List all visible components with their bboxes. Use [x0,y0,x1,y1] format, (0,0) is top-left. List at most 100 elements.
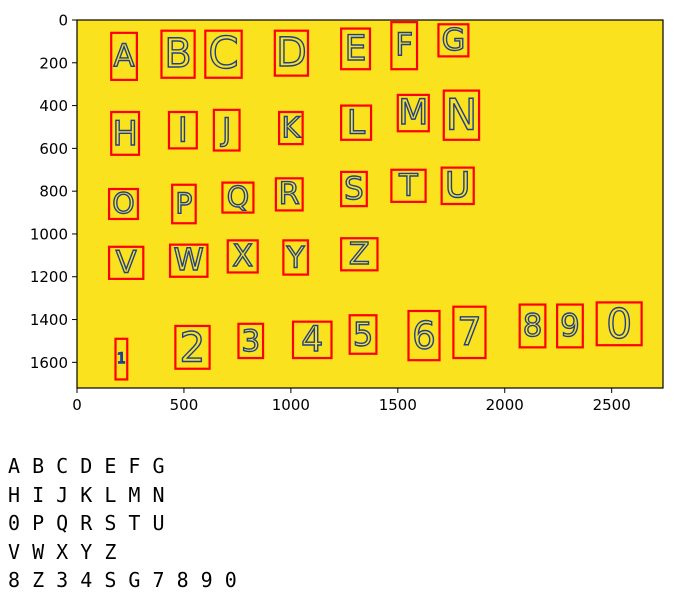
handwritten-glyph: M [398,93,428,133]
detection-U: U [440,165,475,207]
ocr-line: 0 P Q R S T U [8,511,165,535]
detection-K: K [278,110,304,146]
handwritten-glyph: B [164,31,191,77]
detection-P: P [171,183,197,225]
y-tick-label: 200 [39,54,68,72]
bounding-box [440,166,475,206]
handwritten-glyph: D [276,30,307,76]
handwritten-glyph: Q [227,181,249,214]
bounding-box [110,110,141,156]
bounding-box [340,27,372,71]
ocr-line: 8 Z 3 4 S G 7 8 9 0 [8,568,237,592]
bounding-box [291,320,333,360]
bounding-box [278,110,304,146]
detection-B: B [160,29,196,79]
bounding-box [274,177,304,212]
ocr-output-text: A B C D E F G H I J K L M N 0 P Q R S T U V… [8,452,237,595]
bounding-box [340,237,379,272]
bounding-box [174,324,211,370]
detection-R: R [274,176,304,213]
y-tick-label: 0 [58,12,68,30]
y-tick-label: 400 [39,97,68,115]
handwritten-glyph: Z [349,237,370,272]
detection-C: C [204,29,243,80]
handwritten-glyph: 9 [560,308,580,344]
handwritten-glyph: 7 [457,310,482,355]
handwritten-glyph: 3 [241,324,260,358]
ocr-line: V W X Y Z [8,539,117,564]
detection-L: L [340,103,373,142]
detection-8: 8 [518,303,547,349]
bounding-box [340,104,373,141]
handwritten-glyph: 2 [180,323,206,371]
detection-Z: Z [340,236,379,272]
x-tick-label: 500 [170,396,199,414]
bounding-box [518,303,547,349]
x-tick-label: 2500 [593,396,631,414]
detection-E: E [340,27,372,71]
handwritten-glyph: 1 [117,351,126,367]
bounding-box [595,301,643,347]
bounding-box [167,110,198,150]
bounding-box [407,309,441,362]
bounding-box [160,29,196,79]
detection-boxes: A B C D E F GH I J K L M NO P Q R S T UV W X Y Z1 2 3 4 5 6 7 8 9 0 [107,21,643,381]
handwritten-glyph: 5 [353,316,373,354]
handwritten-glyph: P [175,188,192,221]
y-tick-label: 1600 [30,354,68,372]
bounding-box [340,170,368,208]
handwritten-glyph: E [345,29,367,69]
handwritten-glyph: F [395,28,413,64]
bounding-box [556,303,584,349]
detection-H: H [110,110,141,156]
bounding-box [390,168,427,203]
handwritten-glyph: N [446,91,478,140]
handwritten-glyph: J [220,112,231,148]
detection-A: A [110,31,138,82]
detection-G: G [437,22,470,59]
detection-0: 0 [595,299,643,349]
bounding-box [390,21,419,71]
plot-frame [76,19,664,389]
detection-O: O [107,187,140,221]
handwritten-glyph: R [279,177,300,212]
bounding-box [204,29,243,79]
handwritten-glyph: 0 [606,300,632,348]
bounding-box [221,181,255,214]
bounding-box [107,245,145,280]
handwritten-glyph: K [282,112,302,145]
bounding-box [442,89,481,141]
detection-5: 5 [348,314,378,355]
bounding-box [437,23,470,58]
detection-X: X [226,238,259,275]
handwritten-glyph: X [232,239,253,274]
handwritten-glyph: 6 [412,314,436,358]
detection-F: F [390,21,419,71]
x-tick-label: 1500 [379,396,417,414]
bounding-box [171,183,197,225]
bounding-box [273,29,310,77]
bounding-box [348,314,378,355]
bounding-box [212,108,241,152]
detection-V: V [107,245,145,281]
bounding-box [114,337,129,381]
detection-J: J [212,108,241,152]
detection-D: D [273,29,310,77]
detection-6: 6 [407,309,441,362]
detection-M: M [396,92,430,134]
bounding-box [237,322,265,360]
handwritten-glyph: H [113,114,138,153]
handwritten-glyph: L [347,104,365,142]
handwritten-glyph: U [445,166,470,206]
handwritten-glyph: W [174,243,204,278]
handwritten-glyph: C [208,29,238,79]
y-tick-label: 600 [39,140,68,158]
y-tick-label: 800 [39,183,68,201]
bounding-box [107,187,140,221]
y-axis: 0 200 400 600 800 1000 1200 1400 1600 [30,12,77,372]
bounding-box [282,239,310,276]
detection-N: N [442,89,481,141]
handwritten-glyph: S [344,171,364,207]
detection-4: 4 [291,319,333,361]
bounding-box [110,31,138,82]
